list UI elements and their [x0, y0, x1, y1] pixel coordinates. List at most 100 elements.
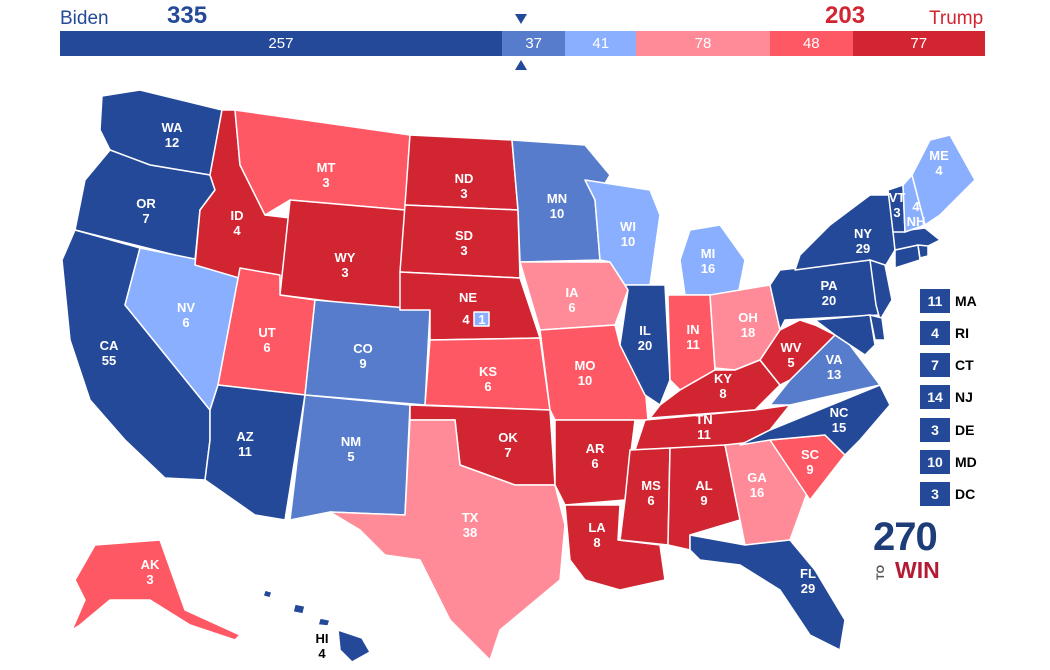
state-label-mi: MI 16 — [701, 246, 715, 276]
270towin-logo: 270 TO WIN — [873, 515, 943, 585]
state-label-ar: AR 6 — [586, 441, 605, 471]
state-ne-district-2[interactable] — [473, 311, 490, 327]
state-ak[interactable] — [71, 539, 241, 641]
small-state-md[interactable]: 10 MD — [920, 450, 977, 474]
state-label-nv: NV 6 — [177, 300, 195, 330]
logo-number: 270 — [873, 515, 938, 559]
state-nc[interactable] — [739, 384, 891, 456]
state-fl[interactable] — [689, 534, 846, 651]
state-label-ut: UT 6 — [258, 325, 275, 355]
state-hi[interactable] — [262, 589, 371, 663]
state-label-ak: AK 3 — [141, 557, 160, 587]
state-label-ms: MS 6 — [641, 478, 661, 508]
270-marker-top-icon — [515, 14, 527, 24]
state-ar[interactable] — [554, 419, 636, 506]
state-label-or: OR 7 — [136, 196, 156, 226]
state-label-pa: PA 20 — [820, 278, 838, 308]
state-label-oh: OH 18 — [738, 310, 758, 340]
bar-segment-rep-safe[interactable]: 77 — [852, 31, 985, 56]
small-state-label: CT — [955, 357, 974, 373]
state-ev-ne: 4 — [462, 312, 470, 327]
state-label-sd: SD 3 — [455, 228, 473, 258]
state-label-nm: NM 5 — [341, 434, 361, 464]
small-state-ev-box[interactable]: 4 — [920, 321, 950, 345]
state-label-ne: NE — [459, 290, 477, 305]
state-la[interactable] — [564, 504, 666, 591]
state-il[interactable] — [619, 284, 671, 406]
state-ma[interactable] — [892, 227, 941, 251]
state-ms[interactable] — [619, 447, 671, 546]
state-nj[interactable] — [869, 259, 893, 321]
state-label-ga: GA 16 — [747, 470, 767, 500]
state-label-vt: VT 3 — [889, 190, 906, 220]
small-state-ev-box[interactable]: 3 — [920, 418, 950, 442]
state-label-tn: TN 11 — [695, 412, 712, 442]
state-me[interactable] — [911, 134, 976, 226]
state-label-mo: MO 10 — [575, 358, 596, 388]
state-label-nc: NC 15 — [830, 405, 849, 435]
small-state-ev-box[interactable]: 10 — [920, 450, 950, 474]
state-tx[interactable] — [329, 419, 566, 661]
small-state-nj[interactable]: 14 NJ — [920, 385, 973, 409]
state-label-mn: MN 10 — [547, 191, 567, 221]
bar-segment-dem-lean[interactable]: 41 — [565, 31, 636, 56]
state-md[interactable] — [814, 314, 876, 356]
small-state-ri[interactable]: 4 RI — [920, 321, 969, 345]
state-ev-ne-district-2: 1 — [478, 312, 485, 327]
state-label-ks: KS 6 — [479, 364, 497, 394]
small-state-ev-box[interactable]: 11 — [920, 289, 950, 313]
logo-win: WIN — [895, 557, 940, 583]
state-label-tx: TX 38 — [462, 510, 479, 540]
state-label-wv: WV 5 — [781, 340, 802, 370]
state-ia[interactable] — [519, 261, 629, 331]
small-state-label: MD — [955, 454, 977, 470]
state-label-me: ME 4 — [929, 148, 949, 178]
rep-candidate-name: Trump — [929, 8, 984, 29]
small-state-ma[interactable]: 11 MA — [920, 289, 977, 313]
state-label-sc: SC 9 — [801, 447, 820, 477]
state-label-fl: FL 29 — [800, 566, 816, 596]
state-label-wy: WY 3 — [335, 250, 356, 280]
state-label-az: AZ 11 — [236, 429, 253, 459]
small-state-label: NJ — [955, 389, 973, 405]
state-mo[interactable] — [539, 324, 649, 421]
state-label-ky: KY 8 — [714, 371, 732, 401]
dem-candidate-name: Biden — [60, 8, 109, 29]
rep-ev-total: 203 — [825, 2, 866, 29]
state-label-la: LA 8 — [588, 520, 606, 550]
state-label-in: IN 11 — [686, 322, 700, 352]
bar-segment-dem-likely[interactable]: 37 — [501, 31, 566, 56]
small-state-label: DC — [955, 486, 976, 502]
state-label-va: VA 13 — [825, 352, 843, 382]
state-label-ia: IA 6 — [566, 285, 580, 315]
state-label-ny: NY 29 — [854, 226, 872, 256]
logo-to: TO — [875, 564, 887, 580]
270-marker-bottom-icon — [515, 60, 527, 70]
state-label-ok: OK 7 — [498, 430, 518, 460]
electoral-vote-bar: 257 37 41 78 48 77 — [60, 31, 985, 56]
state-label-mt: MT 3 — [317, 160, 336, 190]
state-ev-nh: 4 — [912, 199, 920, 214]
state-az[interactable] — [204, 384, 306, 521]
state-label-id: ID 4 — [231, 208, 244, 238]
small-state-de[interactable]: 3 DE — [920, 418, 974, 442]
state-label-al: AL 9 — [695, 478, 712, 508]
state-label-wa: WA 12 — [162, 120, 184, 150]
state-label-il: IL 20 — [638, 323, 652, 353]
small-state-ev-box[interactable]: 7 — [920, 353, 950, 377]
bar-segment-dem-safe[interactable]: 257 — [60, 31, 502, 56]
small-state-ct[interactable]: 7 CT — [920, 353, 974, 377]
small-state-label: MA — [955, 293, 977, 309]
state-abbr-nh: NH — [907, 214, 926, 229]
bar-segment-rep-lean[interactable]: 78 — [635, 31, 771, 56]
small-state-ev-box[interactable]: 14 — [920, 385, 950, 409]
small-state-label: RI — [955, 325, 969, 341]
small-state-dc[interactable]: 3 DC — [920, 482, 975, 506]
state-label-ca: CA 55 — [100, 338, 119, 368]
dem-ev-total: 335 — [167, 2, 208, 29]
state-label-hi: HI 4 — [316, 631, 329, 661]
small-state-ev-box[interactable]: 3 — [920, 482, 950, 506]
state-label-co: CO 9 — [353, 341, 373, 371]
bar-segment-rep-likely[interactable]: 48 — [770, 31, 853, 56]
